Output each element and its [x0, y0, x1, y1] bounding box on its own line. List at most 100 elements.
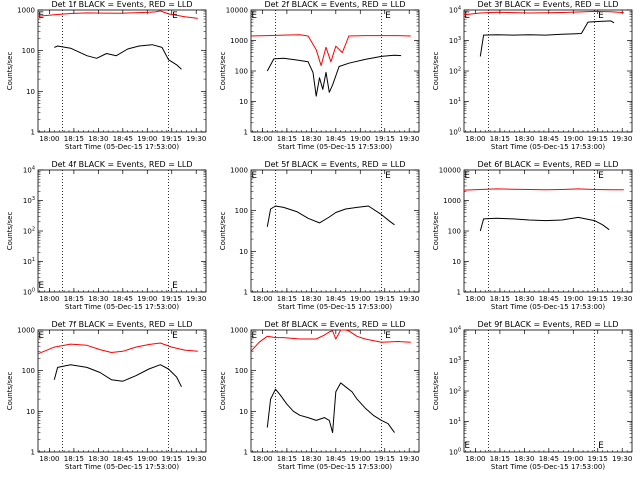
- y-tick-label: 103: [449, 36, 461, 45]
- y-tick-label: 100: [22, 367, 35, 375]
- x-tick-label: 18:00: [39, 135, 59, 143]
- x-tick-label: 18:45: [113, 295, 133, 303]
- x-tick-label: 18:30: [514, 295, 534, 303]
- x-tick-label: 18:15: [64, 295, 84, 303]
- x-tick-label: 19:30: [612, 455, 632, 463]
- panel-title: Det 9f BLACK = Events, RED = LLD: [477, 320, 618, 329]
- y-axis-label: Counts/sec: [6, 212, 14, 251]
- end-marker: E: [385, 171, 391, 181]
- events-series-line: [479, 20, 615, 57]
- panel-title: Det 3f BLACK = Events, RED = LLD: [477, 0, 618, 9]
- x-tick-label: 19:30: [399, 295, 419, 303]
- y-tick-label: 1: [31, 129, 35, 137]
- y-tick-label: 10: [452, 258, 461, 266]
- start-marker: E: [464, 11, 470, 21]
- start-marker: E: [464, 171, 470, 181]
- x-tick-label: 19:00: [137, 295, 157, 303]
- plot-frame: [250, 169, 420, 293]
- x-axis-label: Start Time (05-Dec-15 17:53:00): [65, 463, 179, 471]
- plot-frame: [37, 169, 207, 293]
- panel-title: Det 8f BLACK = Events, RED = LLD: [264, 320, 405, 329]
- y-tick-label: 100: [449, 128, 461, 137]
- plot-frame: [250, 9, 420, 133]
- y-tick-label: 1000: [230, 167, 248, 175]
- start-marker: E: [38, 281, 44, 291]
- y-tick-label: 104: [23, 166, 35, 175]
- y-tick-label: 1000: [230, 37, 248, 45]
- x-axis-label: Start Time (05-Dec-15 17:53:00): [278, 143, 392, 151]
- y-axis-label: Counts/sec: [6, 372, 14, 411]
- plot-frame: [463, 329, 633, 453]
- start-marker: E: [251, 171, 257, 181]
- y-tick-label: 101: [449, 417, 461, 426]
- plot-frame: [37, 9, 207, 133]
- events-series-line: [54, 44, 182, 70]
- y-tick-label: 1: [244, 129, 248, 137]
- panel-title: Det 1f BLACK = Events, RED = LLD: [51, 0, 192, 9]
- detector-panel: Det 9f BLACK = Events, RED = LLD 100 101 10…: [432, 320, 633, 471]
- start-marker: E: [251, 331, 257, 341]
- x-tick-label: 18:45: [326, 135, 346, 143]
- x-axis-label: Start Time (05-Dec-15 17:53:00): [65, 143, 179, 151]
- x-tick-label: 18:00: [465, 295, 485, 303]
- events-series-line: [266, 205, 395, 227]
- y-axis-label: Counts/sec: [219, 372, 227, 411]
- x-tick-label: 18:30: [514, 135, 534, 143]
- y-tick-label: 102: [23, 227, 35, 236]
- panel-title: Det 5f BLACK = Events, RED = LLD: [264, 160, 405, 169]
- x-axis-label: Start Time (05-Dec-15 17:53:00): [491, 143, 605, 151]
- x-tick-label: 18:45: [113, 135, 133, 143]
- y-tick-label: 10: [26, 88, 35, 96]
- y-axis-label: Counts/sec: [219, 52, 227, 91]
- x-tick-label: 18:00: [39, 295, 59, 303]
- lld-series-line: [463, 188, 624, 191]
- y-tick-label: 100: [235, 207, 248, 215]
- lld-series-line: [250, 34, 411, 67]
- x-tick-label: 19:00: [137, 455, 157, 463]
- x-tick-label: 18:30: [88, 295, 108, 303]
- x-tick-label: 18:15: [490, 135, 510, 143]
- x-tick-label: 19:15: [375, 135, 395, 143]
- events-series-line: [479, 216, 610, 232]
- x-tick-label: 19:00: [350, 135, 370, 143]
- y-tick-label: 1000: [230, 327, 248, 335]
- panel-title: Det 6f BLACK = Events, RED = LLD: [477, 160, 618, 169]
- x-axis-label: Start Time (05-Dec-15 17:53:00): [491, 463, 605, 471]
- panel-title: Det 2f BLACK = Events, RED = LLD: [264, 0, 405, 9]
- detector-panel: Det 8f BLACK = Events, RED = LLD 1 10 100 10…: [219, 320, 420, 471]
- x-axis-label: Start Time (05-Dec-15 17:53:00): [65, 303, 179, 311]
- y-tick-label: 1000: [443, 197, 461, 205]
- y-tick-label: 100: [449, 448, 461, 457]
- end-marker: E: [385, 331, 391, 341]
- plot-frame: [250, 329, 420, 453]
- x-tick-label: 18:45: [326, 455, 346, 463]
- y-axis-label: Counts/sec: [432, 372, 440, 411]
- x-tick-label: 19:15: [588, 455, 608, 463]
- x-tick-label: 19:30: [399, 135, 419, 143]
- end-marker: E: [598, 441, 604, 451]
- x-tick-label: 18:00: [252, 295, 272, 303]
- x-tick-label: 19:15: [375, 295, 395, 303]
- end-marker: E: [598, 171, 604, 181]
- detector-panel: Det 2f BLACK = Events, RED = LLD 1 10 100 10…: [219, 0, 420, 151]
- panel-title: Det 7f BLACK = Events, RED = LLD: [51, 320, 192, 329]
- x-tick-label: 19:00: [563, 295, 583, 303]
- x-axis-label: Start Time (05-Dec-15 17:53:00): [278, 463, 392, 471]
- y-tick-label: 1: [457, 289, 461, 297]
- y-tick-label: 10000: [226, 7, 248, 15]
- start-marker: E: [464, 441, 470, 451]
- x-tick-label: 18:30: [88, 135, 108, 143]
- y-tick-label: 1: [31, 449, 35, 457]
- y-tick-label: 100: [235, 367, 248, 375]
- end-marker: E: [172, 11, 178, 21]
- y-tick-label: 1000: [17, 7, 35, 15]
- y-tick-label: 10: [239, 248, 248, 256]
- x-tick-label: 18:15: [277, 295, 297, 303]
- x-tick-label: 19:15: [588, 135, 608, 143]
- x-tick-label: 18:00: [465, 455, 485, 463]
- x-tick-label: 18:15: [490, 295, 510, 303]
- y-tick-label: 1000: [17, 327, 35, 335]
- detector-panel: Det 5f BLACK = Events, RED = LLD 1 10 100 10…: [219, 160, 420, 311]
- lld-series-line: [37, 10, 198, 19]
